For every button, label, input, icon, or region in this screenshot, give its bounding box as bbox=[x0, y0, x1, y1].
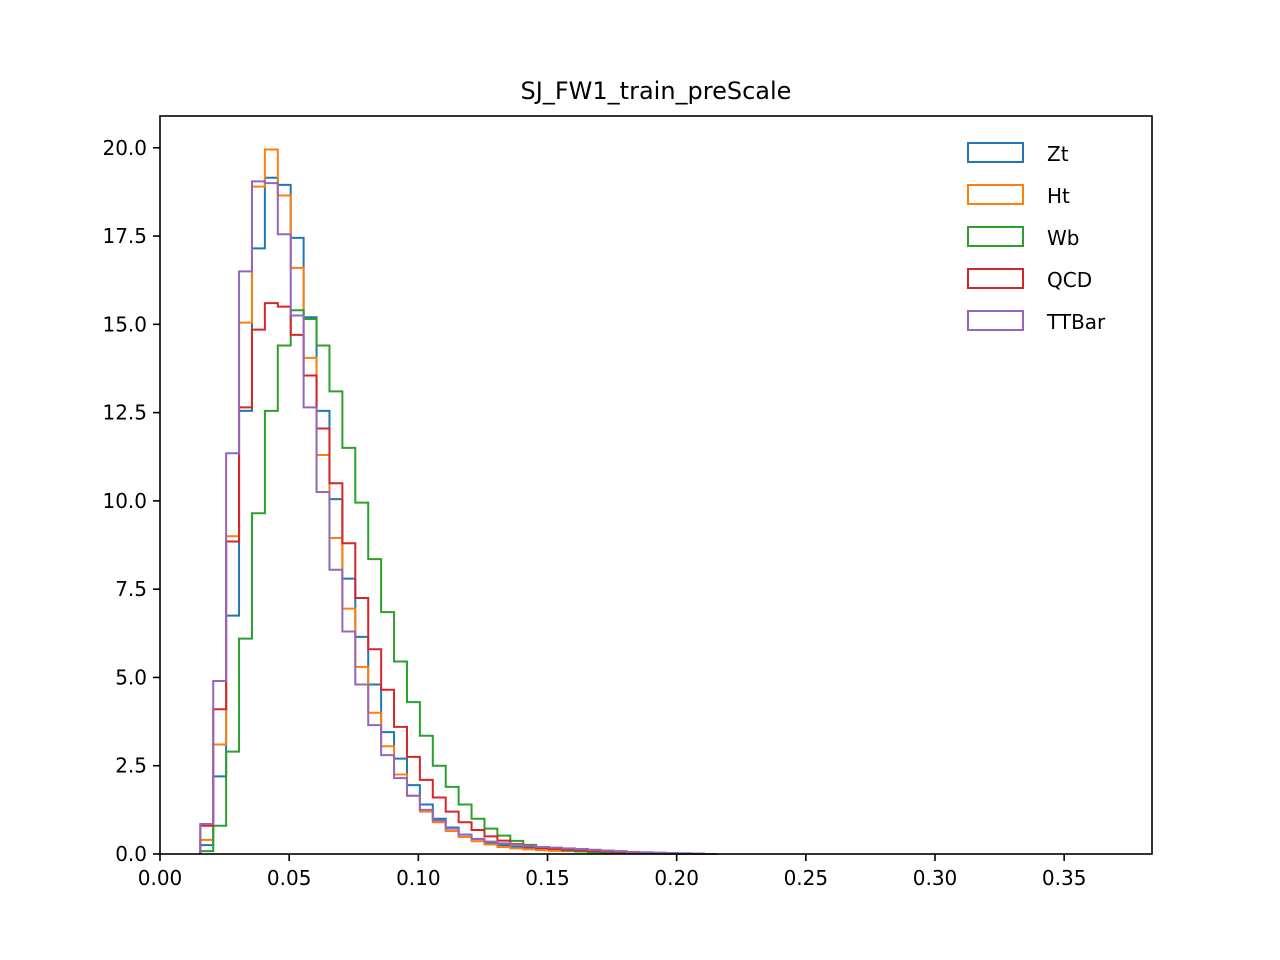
y-tick-label: 10.0 bbox=[102, 489, 147, 513]
y-tick-label: 2.5 bbox=[115, 754, 147, 778]
x-tick-label: 0.25 bbox=[784, 866, 829, 890]
series-layer bbox=[199, 148, 717, 855]
legend-label-zt: Zt bbox=[1047, 142, 1069, 166]
legend-swatch-ttbar bbox=[967, 310, 1024, 331]
legend-label-ht: Ht bbox=[1047, 184, 1070, 208]
legend-swatch-zt bbox=[967, 142, 1024, 163]
x-tick-label: 0.20 bbox=[654, 866, 699, 890]
x-tick-label: 0.05 bbox=[267, 866, 312, 890]
x-tick-label: 0.15 bbox=[525, 866, 570, 890]
series-ttbar-step-line bbox=[199, 180, 717, 855]
legend-swatch-wb bbox=[967, 226, 1024, 247]
x-tick-label: 0.30 bbox=[913, 866, 958, 890]
chart-title: SJ_FW1_train_preScale bbox=[521, 77, 792, 105]
x-tick-label: 0.35 bbox=[1042, 866, 1087, 890]
y-tick-label: 5.0 bbox=[115, 665, 147, 689]
x-axis-ticks: 0.00 0.05 0.10 0.15 0.20 0.25 0.30 0.35 bbox=[138, 854, 1087, 890]
legend-swatch-qcd bbox=[967, 268, 1024, 289]
legend-label-qcd: QCD bbox=[1047, 268, 1092, 292]
x-tick-label: 0.10 bbox=[396, 866, 441, 890]
y-tick-label: 0.0 bbox=[115, 842, 147, 866]
y-tick-label: 20.0 bbox=[102, 136, 147, 160]
legend-label-wb: Wb bbox=[1047, 226, 1079, 250]
y-axis-ticks: 0.0 2.5 5.0 7.5 10.0 12.5 15.0 17.5 20.0 bbox=[102, 136, 160, 866]
y-tick-label: 7.5 bbox=[115, 577, 147, 601]
x-tick-label: 0.00 bbox=[138, 866, 183, 890]
axes-frame bbox=[159, 115, 1153, 855]
legend-label-ttbar: TTBar bbox=[1046, 310, 1106, 334]
y-tick-label: 17.5 bbox=[102, 224, 147, 248]
y-tick-label: 15.0 bbox=[102, 312, 147, 336]
y-tick-label: 12.5 bbox=[102, 401, 147, 425]
legend-swatch-ht bbox=[967, 184, 1024, 205]
legend: Zt Ht Wb QCD TTBar bbox=[967, 142, 1106, 334]
